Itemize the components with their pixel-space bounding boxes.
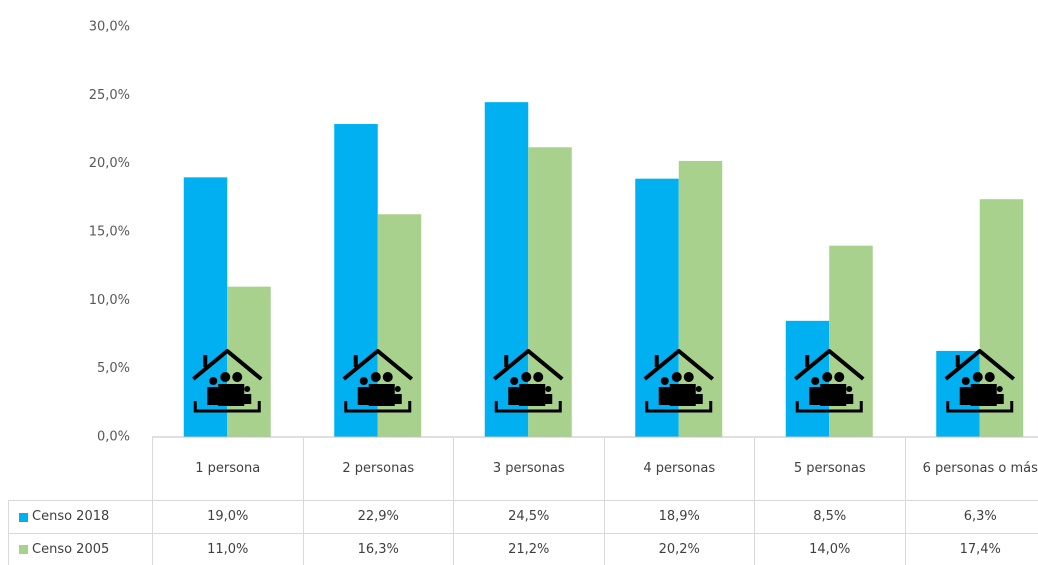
legend-label: Censo 2005: [32, 541, 110, 557]
category-label: 4 personas: [603, 437, 755, 500]
icons: [191, 349, 1016, 413]
legend-entry: Censo 2005: [8, 533, 152, 565]
legend-swatch: [19, 512, 28, 522]
data-table-value: 24,5%: [453, 500, 604, 533]
data-table-value: 14,0%: [754, 533, 905, 565]
data-table-value: 11,0%: [152, 533, 303, 565]
bar: [829, 245, 873, 437]
data-table-value: 21,2%: [453, 533, 604, 565]
data-table-value: 6,3%: [904, 500, 1038, 533]
y-tick-label: 30,0%: [89, 20, 130, 35]
legend-entry: Censo 2018: [8, 500, 152, 533]
bar: [484, 102, 529, 438]
data-table-value: 16,3%: [302, 533, 453, 565]
data-table-value: 18,9%: [603, 500, 754, 533]
category-label: 5 personas: [754, 437, 905, 500]
y-tick-label: 10,0%: [89, 293, 130, 308]
legend-label: Censo 2018: [32, 509, 110, 524]
data-table-value: 17,4%: [904, 533, 1038, 565]
legend-swatch: [19, 545, 28, 554]
bar: [785, 320, 830, 437]
y-tick-label: 25,0%: [89, 88, 130, 103]
y-tick-label: 0,0%: [97, 430, 130, 445]
data-table-value: 20,2%: [603, 533, 754, 565]
category-label: 1 persona: [152, 437, 303, 500]
y-tick-label: 15,0%: [89, 225, 130, 240]
data-table-value: 22,9%: [302, 500, 453, 533]
y-tick-label: 20,0%: [89, 156, 130, 171]
category-label: 6 personas o más: [904, 437, 1038, 500]
category-label: 2 personas: [302, 437, 454, 500]
plot-area: 0,0% 5,0% 10,0% 15,0% 20,0% 25,0% 30,0%: [89, 20, 1038, 445]
y-tick-label: 5,0%: [97, 361, 130, 376]
bar: [227, 286, 271, 437]
data-table-value: 8,5%: [754, 500, 905, 533]
category-label: 3 personas: [453, 437, 604, 500]
data-table-value: 19,0%: [152, 500, 303, 533]
